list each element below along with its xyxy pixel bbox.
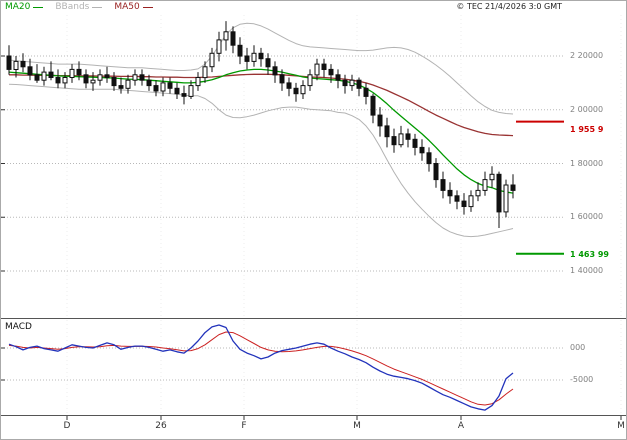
x-axis-label-f: F	[241, 421, 247, 431]
legend-bbands-line-swatch	[92, 6, 103, 8]
x-axis-label-26: 26	[155, 421, 167, 431]
legend-ma20-label: MA20	[5, 2, 31, 12]
legend-item-ma20: MA20	[5, 2, 44, 12]
x-axis-label-a: A	[457, 421, 465, 431]
legend-item-ma50: MA50	[114, 2, 153, 12]
macd-axis-label-zero: 000	[570, 343, 586, 352]
x-axis-label-d: D	[63, 421, 71, 431]
legend-ma20-line-swatch	[33, 6, 44, 8]
legend-ma50-line-swatch	[142, 6, 153, 8]
x-axis-label-m2: M	[617, 421, 625, 431]
price-axis-label-1400: 1 40000	[570, 266, 604, 275]
resistance-level-label: 1 955 9	[570, 124, 604, 134]
legend-item-bbands: BBands	[55, 2, 103, 12]
x-axis-label-m1: M	[353, 421, 361, 431]
price-axis-label-1600: 1 60000	[570, 212, 604, 222]
price-axis-label-2000: 2 00000	[570, 104, 604, 114]
chart-legend: MA20 BBands MA50	[5, 2, 153, 12]
price-axis-label-2200: 2 20000	[570, 51, 604, 60]
copyright-text: © TEC 21/4/2026 3:0 GMT	[456, 2, 562, 11]
legend-ma50-label: MA50	[114, 2, 140, 12]
support-level-label: 1 463 99	[570, 249, 609, 259]
macd-axis-label-minus5000: -5000	[570, 375, 594, 384]
price-axis-label-1800: 1 80000	[570, 158, 604, 168]
macd-panel-title: MACD	[5, 322, 32, 332]
legend-bbands-label: BBands	[55, 2, 90, 12]
